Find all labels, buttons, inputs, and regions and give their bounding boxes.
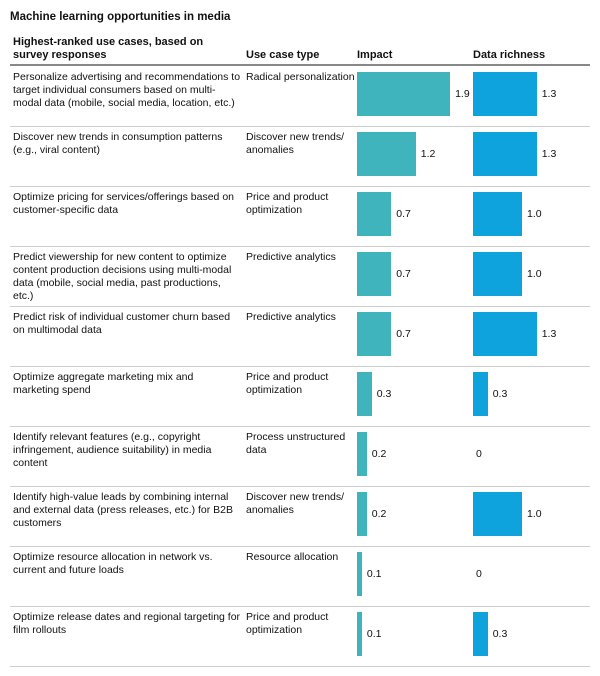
impact-bar: [357, 72, 451, 116]
impact-value: 0.3: [376, 388, 392, 400]
data-richness-value: 0.3: [492, 388, 508, 400]
use-case-label: Predict risk of individual customer chur…: [13, 311, 231, 336]
impact-value: 0.7: [396, 268, 411, 280]
use-case-type: Predictive analytics: [246, 311, 336, 323]
use-case-label: Optimize pricing for services/offerings …: [13, 191, 234, 216]
data-richness-value: 1.3: [541, 328, 557, 340]
header-divider: [10, 64, 590, 66]
header-use-case: Highest-ranked use cases, based on surve…: [13, 36, 204, 61]
impact-value: 0.2: [371, 508, 387, 520]
chart-title: Machine learning opportunities in media: [10, 11, 231, 23]
use-case-label: Discover new trends in consumption patte…: [13, 131, 223, 156]
impact-value: 0.2: [371, 448, 387, 460]
impact-bar: [357, 432, 367, 476]
use-case-type: Price and product optimization: [246, 191, 329, 216]
table-row: Personalize advertising and recommendati…: [10, 66, 590, 127]
impact-bar: [357, 552, 362, 596]
data-richness-value: 1.0: [527, 208, 542, 220]
table-row: Optimize resource allocation in network …: [10, 546, 590, 607]
header-data-richness: Data richness: [473, 49, 546, 61]
data-richness-value: 0.3: [492, 628, 508, 640]
use-case-type: Price and product optimization: [246, 371, 329, 396]
data-richness-bar: [473, 612, 488, 656]
impact-value: 0.1: [366, 568, 382, 580]
data-richness-value: 1.3: [541, 148, 557, 160]
impact-bar: [357, 192, 392, 236]
table-row: Optimize pricing for services/offerings …: [10, 186, 590, 247]
use-case-label: Personalize advertising and recommendati…: [13, 71, 241, 109]
impact-value: 1.2: [420, 148, 436, 160]
data-richness-value: 1.0: [527, 508, 542, 520]
header-type: Use case type: [246, 49, 320, 61]
use-case-type: Resource allocation: [246, 551, 339, 563]
data-richness-bar: [473, 372, 488, 416]
data-richness-bar: [473, 192, 522, 236]
table-row: Identify relevant features (e.g., copyri…: [10, 426, 590, 487]
data-richness-bar: [473, 312, 537, 356]
data-richness-bar: [473, 132, 537, 176]
data-richness-value: 0: [476, 568, 482, 580]
header-impact: Impact: [357, 49, 393, 61]
impact-bar: [357, 252, 392, 296]
data-richness-value: 0: [476, 448, 482, 460]
use-case-type: Price and product optimization: [246, 611, 329, 636]
table-row: Optimize aggregate marketing mix and mar…: [10, 366, 590, 427]
table-row: Predict viewership for new content to op…: [10, 246, 590, 307]
use-case-type: Discover new trends/ anomalies: [246, 491, 345, 516]
use-case-label: Optimize resource allocation in network …: [13, 551, 213, 576]
impact-bar: [357, 492, 367, 536]
impact-bar: [357, 612, 362, 656]
impact-value: 1.9: [455, 88, 470, 100]
impact-value: 0.1: [366, 628, 382, 640]
table-row: Identify high-value leads by combining i…: [10, 486, 590, 547]
use-case-type: Predictive analytics: [246, 251, 336, 263]
use-case-type: Process unstructured data: [246, 431, 346, 456]
use-case-label: Identify relevant features (e.g., copyri…: [13, 431, 212, 469]
use-case-label: Predict viewership for new content to op…: [13, 251, 232, 302]
table-row: Predict risk of individual customer chur…: [10, 306, 590, 367]
table-row: Discover new trends in consumption patte…: [10, 126, 590, 187]
impact-bar: [357, 312, 392, 356]
use-case-label: Optimize aggregate marketing mix and mar…: [13, 371, 194, 396]
data-richness-bar: [473, 72, 537, 116]
data-richness-value: 1.0: [527, 268, 542, 280]
data-richness-bar: [473, 252, 522, 296]
use-case-type: Radical personalization: [246, 71, 355, 83]
impact-value: 0.7: [396, 208, 411, 220]
table-row: Optimize release dates and regional targ…: [10, 606, 590, 667]
impact-value: 0.7: [396, 328, 411, 340]
use-case-type: Discover new trends/ anomalies: [246, 131, 345, 156]
data-richness-value: 1.3: [541, 88, 557, 100]
data-richness-bar: [473, 492, 522, 536]
use-case-label: Optimize release dates and regional targ…: [13, 611, 241, 636]
impact-bar: [357, 132, 416, 176]
use-case-label: Identify high-value leads by combining i…: [13, 491, 234, 529]
impact-bar: [357, 372, 372, 416]
